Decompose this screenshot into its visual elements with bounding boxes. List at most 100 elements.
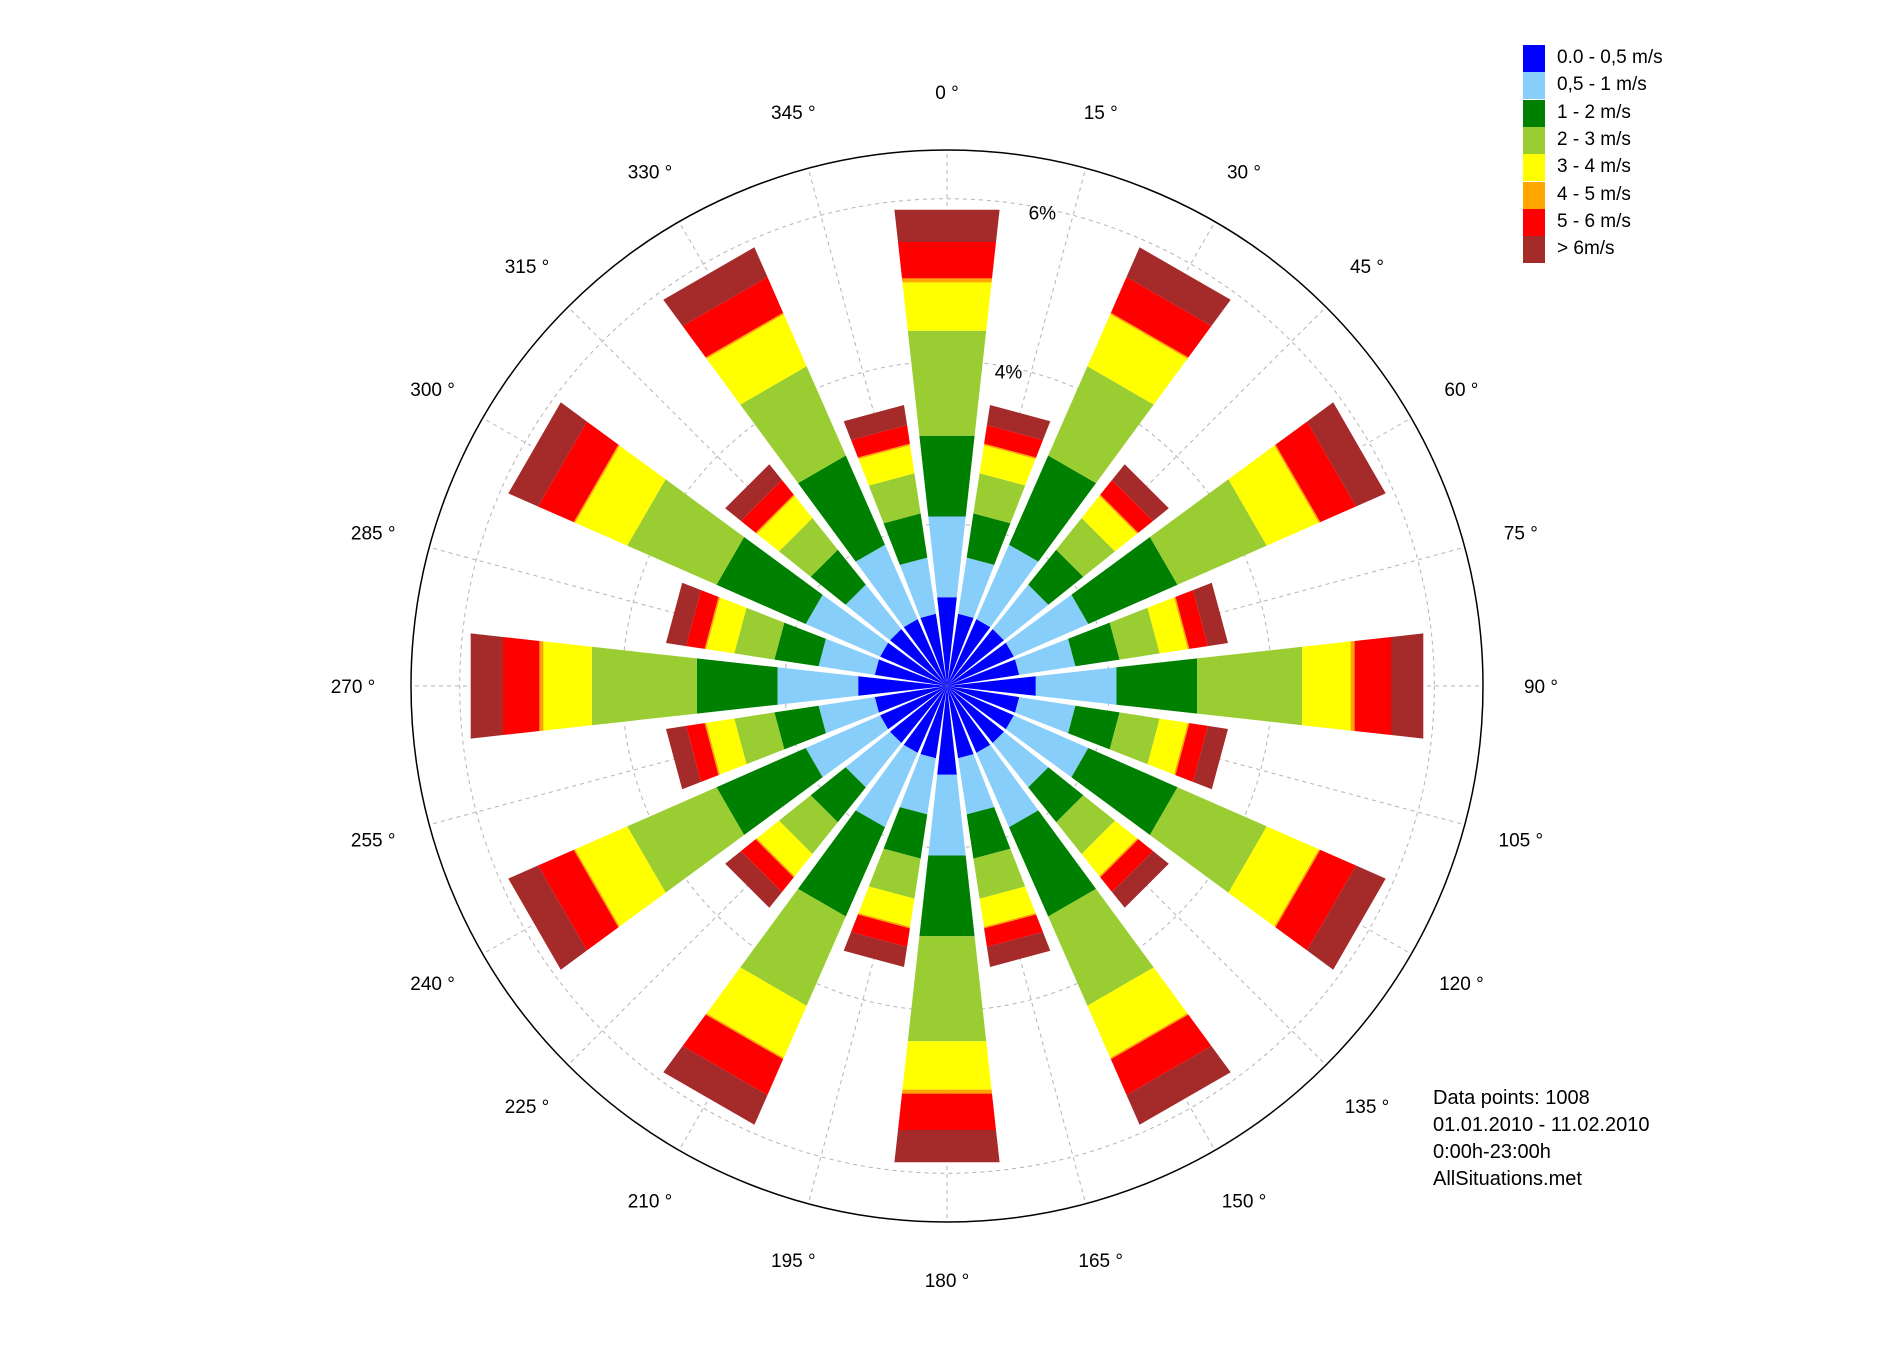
bar-segment <box>666 725 702 790</box>
bar-segment <box>734 712 785 765</box>
legend-label: 3 - 4 m/s <box>1557 156 1631 178</box>
bar-segment <box>575 445 666 546</box>
bar-segment <box>539 641 544 731</box>
bar-segment <box>706 967 807 1058</box>
bar-segment <box>902 1089 992 1094</box>
direction-label: 195 ° <box>771 1251 816 1272</box>
direction-label: 45 ° <box>1350 257 1384 278</box>
bar-segment <box>818 697 879 734</box>
bar-segment <box>1112 464 1169 521</box>
bar-segment <box>1275 849 1356 951</box>
bar-segment <box>983 443 1037 459</box>
bar-segment <box>1175 723 1208 782</box>
bar-segment <box>573 444 620 523</box>
legend-label: 5 - 6 m/s <box>1557 210 1631 232</box>
bar-segment <box>503 637 540 735</box>
legend-label: 2 - 3 m/s <box>1557 128 1631 150</box>
bar-segment <box>1110 277 1212 358</box>
legend-label: 0,5 - 1 m/s <box>1557 74 1647 96</box>
bar-segment <box>937 686 957 775</box>
bar-segment <box>779 518 838 577</box>
direction-label: 150 ° <box>1222 1191 1267 1212</box>
bar-segment <box>1081 820 1138 877</box>
direction-label: 15 ° <box>1084 103 1118 124</box>
legend-item: 5 - 6 m/s <box>1523 208 1723 236</box>
radial-tick-label: 4% <box>995 362 1023 383</box>
bar-segment <box>928 516 966 598</box>
bar-segment <box>843 931 908 967</box>
bar-segment <box>538 849 619 951</box>
bar-segment <box>898 1093 996 1130</box>
bar-segment <box>798 810 885 917</box>
bar-segment <box>966 513 1011 565</box>
direction-label: 120 ° <box>1439 974 1484 995</box>
bar-segment <box>868 473 921 524</box>
direction-label: 285 ° <box>351 523 396 544</box>
bar-segment <box>902 1041 992 1090</box>
bar-segment <box>1028 767 1084 823</box>
direction-label: 180 ° <box>925 1271 970 1292</box>
bar-segment <box>1350 641 1355 731</box>
bar-segment <box>704 722 720 776</box>
bar-segment <box>1035 667 1117 705</box>
bar-segment <box>986 931 1051 967</box>
bar-segment <box>1056 795 1115 854</box>
bar-segment <box>858 676 947 696</box>
bar-segment <box>575 826 666 927</box>
legend-label: 0.0 - 0,5 m/s <box>1557 47 1663 68</box>
bar-segment <box>902 282 992 331</box>
bar-segment <box>894 1130 1000 1163</box>
bar-segment <box>919 435 975 517</box>
bar-segment <box>1354 637 1391 735</box>
bar-segment <box>1048 888 1154 1006</box>
bar-segment <box>1081 495 1138 552</box>
bar-segment <box>538 421 619 523</box>
bar-segment <box>666 582 702 647</box>
bar-segment <box>1087 314 1188 405</box>
bar-segment <box>1015 638 1076 675</box>
bar-segment <box>992 731 1049 788</box>
bar-segment <box>705 1013 784 1060</box>
file-name-text: AllSituations.met <box>1433 1168 1582 1190</box>
bar-segment <box>1175 590 1208 649</box>
bar-segment <box>777 667 859 705</box>
bar-segment <box>857 443 911 459</box>
bar-segment <box>1110 1014 1212 1095</box>
bar-segment <box>992 584 1049 641</box>
bar-segment <box>1149 787 1267 893</box>
bar-segment <box>755 494 795 534</box>
legend-item: 0,5 - 1 m/s <box>1523 72 1723 100</box>
bar-segment <box>1028 549 1084 605</box>
bar-segment <box>591 646 697 726</box>
direction-label: 330 ° <box>628 163 673 184</box>
bar-segment <box>1087 967 1188 1058</box>
bar-segment <box>682 277 784 358</box>
date-range-text: 01.01.2010 - 11.02.2010 <box>1433 1114 1650 1136</box>
legend-item: 2 - 3 m/s <box>1523 126 1723 154</box>
bar-segment <box>919 855 975 937</box>
bar-segment <box>755 838 795 878</box>
bar-segment <box>470 633 503 739</box>
radial-tick-label: 6% <box>1029 203 1057 224</box>
bar-segment <box>756 820 813 877</box>
bar-segment <box>1174 596 1190 650</box>
bar-segment <box>851 914 910 947</box>
legend-label: > 6m/s <box>1557 238 1615 260</box>
bar-segment <box>1100 480 1153 533</box>
bar-segment <box>627 787 745 893</box>
bar-segment <box>725 464 782 521</box>
legend-label: 4 - 5 m/s <box>1557 183 1631 205</box>
bar-segment <box>686 590 719 649</box>
direction-label: 105 ° <box>1499 831 1544 852</box>
bar-segment <box>858 886 915 927</box>
bar-segment <box>947 686 1014 730</box>
bar-segment <box>1112 851 1169 908</box>
bar-segment <box>663 1046 768 1125</box>
legend-swatch <box>1523 208 1545 236</box>
direction-label: 135 ° <box>1345 1097 1390 1118</box>
bar-segment <box>1109 607 1160 660</box>
bar-segment <box>894 209 1000 242</box>
bar-segment <box>966 807 1011 859</box>
bar-segment <box>1126 247 1231 326</box>
bar-segment <box>1015 697 1076 734</box>
